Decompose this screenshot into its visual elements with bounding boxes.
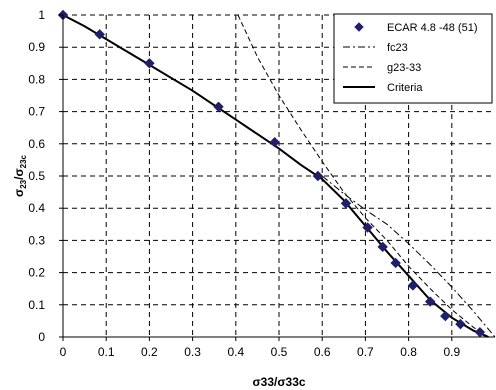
- data-point-marker: [94, 29, 105, 40]
- data-point-marker: [455, 318, 466, 330]
- y-tick-label: 0.9: [28, 40, 45, 54]
- x-tick-label: 0.6: [314, 345, 331, 359]
- legend-label: fc23: [387, 42, 408, 54]
- data-point-marker: [377, 241, 388, 253]
- y-axis-title-mid: /σ: [12, 168, 26, 180]
- y-tick-label: 0.8: [28, 72, 45, 86]
- legend: ECAR 4.8 -48 (51) fc23 g23-33 Criteria: [333, 13, 493, 104]
- data-point-marker: [390, 257, 401, 269]
- data-point-marker: [424, 296, 436, 307]
- x-axis-title: σ33/σ33c: [252, 375, 305, 389]
- y-axis-title-sub2: 23c: [19, 154, 28, 168]
- x-tick-label: 0.5: [271, 345, 288, 359]
- x-tick-label: 0.2: [141, 345, 158, 359]
- y-axis-title-sub1: 23: [19, 179, 28, 188]
- x-tick-label: 0.1: [98, 345, 115, 359]
- x-tick-label: 0.4: [227, 345, 244, 359]
- series-lines: [62, 14, 496, 338]
- y-tick-label: 0.6: [28, 137, 45, 151]
- y-tick-label: 0.7: [28, 105, 45, 119]
- data-point-marker: [144, 58, 155, 69]
- y-tick-label: 0.1: [28, 298, 45, 312]
- y-tick-label: 0.3: [28, 233, 45, 247]
- y-tick-label: 1: [38, 8, 45, 22]
- data-point-marker: [440, 310, 451, 322]
- legend-label: Criteria: [387, 82, 423, 94]
- data-point-marker: [407, 280, 419, 291]
- legend-entries: ECAR 4.8 -48 (51) fc23 g23-33 Criteria: [343, 22, 477, 94]
- y-axis-title: σ23/σ23c: [12, 154, 28, 197]
- data-point-marker: [362, 222, 373, 233]
- x-tick-label: 0.8: [400, 345, 417, 359]
- legend-label: g23-33: [387, 62, 421, 74]
- legend-marker: [354, 22, 364, 32]
- legend-label: ECAR 4.8 -48 (51): [387, 22, 477, 34]
- data-point-marker: [340, 198, 352, 209]
- y-tick-label: 0.4: [28, 201, 45, 215]
- y-axis-title-main: σ: [12, 189, 26, 197]
- series-line-fc23: [321, 175, 496, 338]
- axes: [59, 14, 495, 341]
- data-point-marker: [213, 101, 224, 112]
- x-tick-label: 0.9: [443, 345, 460, 359]
- y-tick-label: 0.2: [28, 266, 45, 280]
- x-tick-label: 0: [60, 345, 67, 359]
- y-tick-label: 0: [38, 330, 45, 344]
- series-line-g23-33: [237, 14, 489, 338]
- y-tick-label: 0.5: [28, 169, 45, 183]
- data-point-marker: [269, 136, 280, 148]
- x-tick-label: 0.3: [184, 345, 201, 359]
- tick-labels: 0 0.1 0.2 0.3 0.4 0.5 0.6 0.7 0.8 0.9 0 0.1 0.2 0.3 0.…: [28, 8, 460, 359]
- data-point-marker: [312, 170, 324, 182]
- x-tick-label: 0.7: [357, 345, 374, 359]
- series-line-criteria: [62, 14, 489, 338]
